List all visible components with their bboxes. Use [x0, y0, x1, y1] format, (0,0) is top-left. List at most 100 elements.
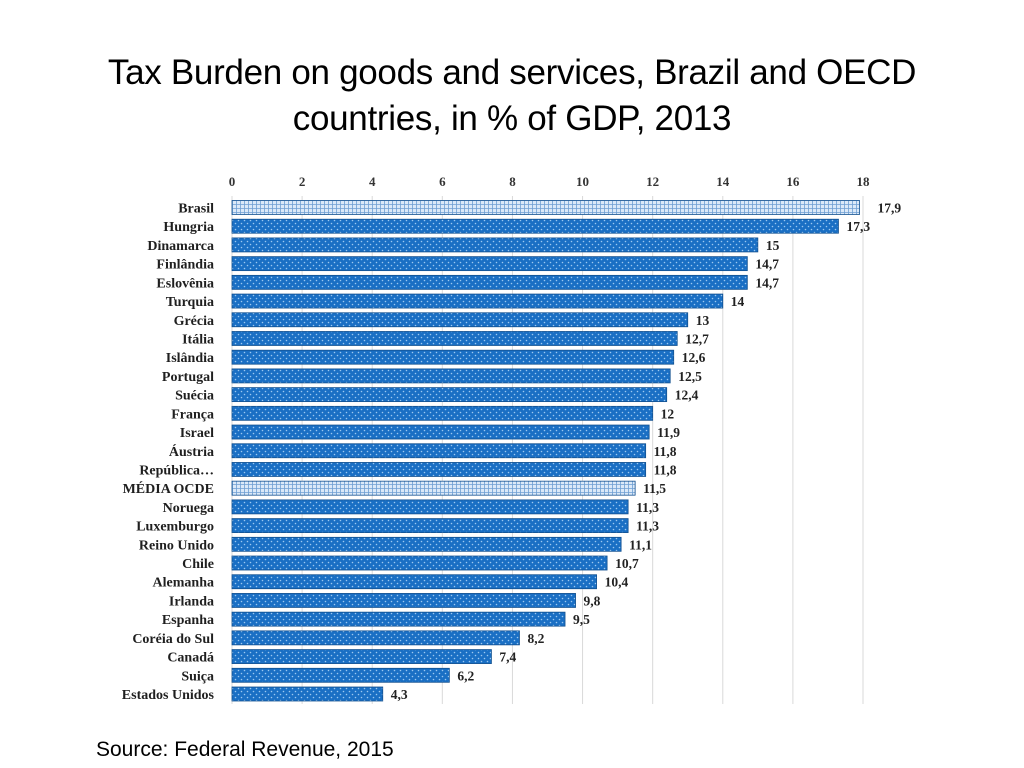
bar	[231, 293, 724, 309]
category-label: Áustria	[169, 443, 214, 460]
bar	[231, 649, 492, 664]
value-label: 12,4	[675, 388, 699, 403]
bar	[231, 518, 629, 533]
category-label: Espanha	[162, 613, 214, 628]
x-tick-label: 16	[786, 174, 800, 189]
value-label: 10,4	[605, 575, 629, 590]
value-label: 12,5	[678, 369, 702, 384]
x-tick-label: 2	[299, 174, 306, 189]
category-label: Turquia	[166, 295, 214, 310]
value-label: 13	[696, 313, 710, 328]
bar	[231, 686, 384, 702]
value-label: 14	[731, 294, 745, 309]
slide-title: Tax Burden on goods and services, Brazil…	[0, 50, 1024, 142]
value-label: 17,3	[846, 219, 870, 234]
value-label: 4,3	[391, 687, 408, 702]
value-label: 11,8	[654, 462, 677, 477]
category-label: Estados Unidos	[122, 688, 215, 703]
value-label: 14,7	[755, 257, 779, 272]
x-tick-label: 12	[646, 174, 659, 189]
x-tick-label: 10	[576, 174, 589, 189]
value-label: 17,9	[877, 201, 901, 216]
source-note: Source: Federal Revenue, 2015	[96, 738, 394, 761]
value-label: 15	[766, 238, 780, 253]
bars	[231, 200, 860, 702]
bar-highlighted	[231, 200, 860, 215]
category-labels: Brasil Hungria Dinamarca Finlândia Eslovênia…	[122, 202, 215, 704]
value-label: 9,5	[573, 612, 590, 627]
bar	[231, 256, 748, 272]
bar	[231, 630, 520, 646]
bar	[231, 667, 450, 683]
slide-title-line-2: countries, in % of GDP, 2013	[292, 99, 732, 138]
bar	[231, 368, 671, 384]
x-tick-label: 4	[369, 174, 376, 189]
category-label: Islândia	[166, 351, 214, 366]
category-label: República…	[139, 463, 214, 478]
value-label: 6,2	[457, 668, 474, 683]
x-tick-label: 6	[439, 174, 446, 189]
x-tick-label: 8	[509, 174, 516, 189]
bar	[231, 499, 629, 515]
x-axis-ticks: 0 2 4 6 8 10 12 14 16 18	[229, 174, 870, 189]
value-label: 11,3	[636, 500, 659, 515]
bar	[231, 555, 608, 571]
bar	[231, 218, 839, 234]
bar	[231, 405, 654, 421]
bar	[231, 611, 566, 627]
value-label: 11,1	[629, 537, 652, 552]
value-label: 12,6	[682, 350, 706, 365]
bar	[231, 593, 576, 608]
category-label: Coréia do Sul	[132, 632, 214, 647]
value-label: 11,9	[657, 425, 680, 440]
category-label: Eslovênia	[156, 276, 214, 291]
category-label: Brasil	[178, 202, 214, 217]
category-label: Hungria	[163, 220, 214, 235]
category-label: Irlanda	[169, 594, 214, 609]
value-label: 9,8	[584, 593, 601, 608]
value-labels: 17,9 17,3 15 14,7 14,7 14 13 12,7 12,6 12,5 12,412…	[391, 201, 902, 703]
category-label: Luxemburgo	[136, 520, 214, 535]
category-label: MÉDIA OCDE	[123, 480, 214, 497]
bar	[231, 387, 668, 403]
bar	[231, 424, 650, 440]
category-label: Itália	[182, 332, 214, 347]
bar	[231, 443, 647, 459]
bar	[231, 274, 748, 290]
bar	[231, 237, 759, 253]
bar	[231, 349, 675, 365]
category-label: Noruega	[163, 501, 214, 516]
x-tick-label: 14	[716, 174, 730, 189]
category-label: Suécia	[175, 389, 214, 404]
category-label: Chile	[182, 557, 214, 572]
category-label: Suiça	[181, 669, 214, 684]
bar-highlighted	[231, 480, 636, 496]
bar	[231, 462, 647, 477]
x-tick-label: 0	[229, 174, 236, 189]
value-label: 12,7	[685, 331, 709, 346]
category-label: Grécia	[174, 314, 214, 329]
category-label: Israel	[180, 426, 214, 441]
bar	[231, 574, 597, 590]
bar	[231, 312, 689, 328]
value-label: 7,4	[499, 650, 516, 665]
slide-title-line-1: Tax Burden on goods and services, Brazil…	[107, 53, 917, 92]
value-label: 12	[661, 406, 675, 421]
value-label: 10,7	[615, 556, 639, 571]
category-label: Alemanha	[153, 576, 214, 591]
x-tick-label: 18	[857, 174, 871, 189]
value-label: 8,2	[527, 631, 544, 646]
value-label: 11,3	[636, 519, 659, 534]
bar	[231, 331, 678, 346]
value-label: 11,8	[654, 444, 677, 459]
category-label: Canadá	[167, 651, 214, 666]
category-label: Reino Unido	[139, 538, 214, 553]
value-label: 11,5	[643, 481, 666, 496]
bar	[231, 536, 622, 552]
category-label: França	[171, 407, 214, 422]
category-label: Portugal	[162, 370, 214, 385]
category-label: Dinamarca	[147, 239, 214, 254]
value-label: 14,7	[755, 275, 779, 290]
category-label: Finlândia	[156, 258, 214, 273]
